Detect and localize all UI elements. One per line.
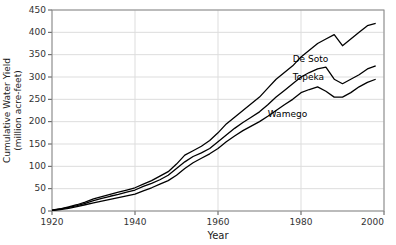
- y-axis-label-line: Cumulative Water Yield: [2, 58, 12, 163]
- y-tick: [48, 188, 52, 189]
- x-grid-line: [218, 10, 219, 211]
- plot-frame: [52, 10, 384, 211]
- y-tick: [48, 32, 52, 33]
- x-tick-label: 1920: [41, 217, 64, 227]
- y-axis-label-line: (million acre-feet): [13, 70, 23, 150]
- lines: [52, 23, 376, 210]
- y-tick-label: 300: [29, 72, 46, 82]
- y-tick-label: 0: [40, 206, 46, 216]
- x-grid-line: [135, 10, 136, 211]
- y-tick: [48, 77, 52, 78]
- series-line: [52, 66, 376, 210]
- y-tick: [48, 166, 52, 167]
- y-tick-label: 200: [29, 116, 46, 126]
- y-tick-label: 450: [29, 5, 46, 15]
- annotation: De Soto: [293, 54, 329, 64]
- y-tick: [48, 99, 52, 100]
- y-tick: [48, 121, 52, 122]
- x-axis-label: Year: [206, 230, 229, 241]
- y-tick: [48, 211, 52, 212]
- y-tick-label: 400: [29, 27, 46, 37]
- x-tick-label: 2000: [361, 217, 384, 227]
- series-line: [52, 23, 376, 210]
- y-tick: [48, 54, 52, 55]
- x-tick: [384, 211, 385, 215]
- y-tick: [48, 144, 52, 145]
- y-tick: [48, 10, 52, 11]
- annotation: Topeka: [292, 72, 324, 82]
- x-tick: [135, 211, 136, 215]
- chart: 0 50 100 150 200 250 300 350 400 450 1920 1940 1960 1…: [0, 0, 396, 245]
- y-tick-label: 350: [29, 49, 46, 59]
- y-axis-label: Cumulative Water Yield(million acre-feet…: [2, 58, 23, 163]
- x-tick: [301, 211, 302, 215]
- grid: [52, 10, 384, 211]
- y-tick-label: 100: [29, 161, 46, 171]
- annotation: Wamego: [268, 109, 308, 119]
- x-tick-label: 1940: [124, 217, 147, 227]
- x-tick: [218, 211, 219, 215]
- y-tick-label: 250: [29, 94, 46, 104]
- x-tick-label: 1980: [290, 217, 313, 227]
- y-tick-label: 150: [29, 139, 46, 149]
- series-line: [52, 79, 376, 210]
- x-tick-label: 1960: [207, 217, 230, 227]
- x-tick: [52, 211, 53, 215]
- y-tick-label: 50: [35, 183, 47, 193]
